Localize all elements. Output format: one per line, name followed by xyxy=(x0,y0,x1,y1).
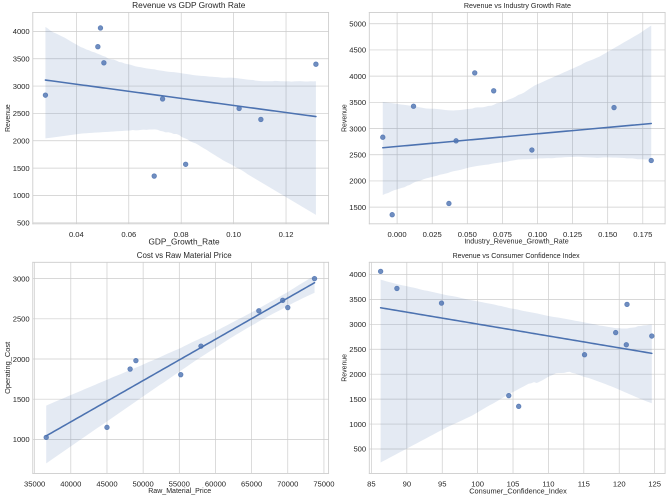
svg-text:2500: 2500 xyxy=(13,315,30,324)
svg-text:60000: 60000 xyxy=(205,480,226,489)
svg-text:100: 100 xyxy=(471,480,484,489)
svg-text:4000: 4000 xyxy=(349,270,366,279)
svg-text:3500: 3500 xyxy=(13,54,30,63)
svg-text:1000: 1000 xyxy=(13,435,30,444)
svg-text:55000: 55000 xyxy=(169,480,190,489)
svg-text:Revenue: Revenue xyxy=(342,354,349,382)
svg-text:105: 105 xyxy=(507,480,520,489)
svg-text:0.000: 0.000 xyxy=(388,230,407,239)
svg-text:2000: 2000 xyxy=(349,177,366,186)
svg-text:1500: 1500 xyxy=(349,395,366,404)
svg-text:0.06: 0.06 xyxy=(121,230,136,239)
svg-text:1000: 1000 xyxy=(13,191,30,200)
svg-text:3500: 3500 xyxy=(349,295,366,304)
svg-text:Revenue vs Industry Growth Rat: Revenue vs Industry Growth Rate xyxy=(464,2,571,10)
svg-text:GDP_Growth_Rate: GDP_Growth_Rate xyxy=(149,237,220,246)
svg-text:3000: 3000 xyxy=(349,124,366,133)
svg-text:4000: 4000 xyxy=(349,72,366,81)
svg-text:115: 115 xyxy=(578,480,590,489)
svg-text:1000: 1000 xyxy=(349,420,366,429)
svg-text:0.025: 0.025 xyxy=(423,230,442,239)
svg-text:0.125: 0.125 xyxy=(563,230,582,239)
svg-text:0.10: 0.10 xyxy=(226,230,241,239)
svg-text:3000: 3000 xyxy=(13,82,30,91)
svg-text:50000: 50000 xyxy=(133,480,154,489)
svg-text:1500: 1500 xyxy=(13,395,30,404)
svg-text:2000: 2000 xyxy=(13,137,30,146)
svg-text:3000: 3000 xyxy=(13,274,30,283)
svg-text:5000: 5000 xyxy=(349,19,366,28)
svg-text:65000: 65000 xyxy=(241,480,262,489)
svg-text:90: 90 xyxy=(403,480,411,489)
svg-text:35000: 35000 xyxy=(24,480,45,489)
svg-text:3500: 3500 xyxy=(349,98,366,107)
svg-text:1500: 1500 xyxy=(349,203,366,212)
svg-text:1500: 1500 xyxy=(13,164,30,173)
svg-text:45000: 45000 xyxy=(96,480,117,489)
svg-text:Revenue: Revenue xyxy=(5,104,12,132)
svg-text:0.075: 0.075 xyxy=(493,230,512,239)
svg-text:95: 95 xyxy=(438,480,446,489)
svg-text:0.04: 0.04 xyxy=(69,230,85,239)
svg-text:2000: 2000 xyxy=(349,370,366,379)
svg-text:2500: 2500 xyxy=(349,345,366,354)
svg-text:Cost vs Raw Material Price: Cost vs Raw Material Price xyxy=(137,251,233,260)
svg-text:0.12: 0.12 xyxy=(279,230,294,239)
svg-text:125: 125 xyxy=(648,480,661,489)
svg-text:0.175: 0.175 xyxy=(633,230,652,239)
svg-text:3000: 3000 xyxy=(349,320,366,329)
svg-text:0.050: 0.050 xyxy=(458,230,477,239)
svg-text:Consumer_Confidence_Index: Consumer_Confidence_Index xyxy=(469,486,567,495)
svg-text:75000: 75000 xyxy=(313,480,334,489)
svg-text:2500: 2500 xyxy=(13,109,30,118)
svg-text:500: 500 xyxy=(17,219,30,228)
svg-text:4000: 4000 xyxy=(13,27,30,36)
svg-text:Industry_Revenue_Growth_Rate: Industry_Revenue_Growth_Rate xyxy=(464,238,568,246)
svg-text:4500: 4500 xyxy=(349,46,366,55)
svg-text:110: 110 xyxy=(542,480,554,489)
svg-text:Revenue: Revenue xyxy=(342,104,349,132)
svg-text:2500: 2500 xyxy=(349,150,366,159)
svg-text:500: 500 xyxy=(353,445,366,454)
svg-text:0.08: 0.08 xyxy=(174,230,189,239)
svg-text:Operating_Cost: Operating_Cost xyxy=(3,342,12,394)
svg-text:85: 85 xyxy=(367,480,375,489)
svg-text:2000: 2000 xyxy=(13,355,30,364)
svg-text:Revenue vs GDP Growth Rate: Revenue vs GDP Growth Rate xyxy=(132,0,246,10)
svg-text:Raw_Material_Price: Raw_Material_Price xyxy=(148,488,211,495)
svg-text:Revenue vs Consumer Confidence: Revenue vs Consumer Confidence Index xyxy=(453,253,581,260)
svg-text:0.150: 0.150 xyxy=(598,230,617,239)
svg-text:70000: 70000 xyxy=(277,480,298,489)
svg-text:40000: 40000 xyxy=(60,480,81,489)
svg-text:0.100: 0.100 xyxy=(528,230,547,239)
svg-text:120: 120 xyxy=(613,480,626,489)
